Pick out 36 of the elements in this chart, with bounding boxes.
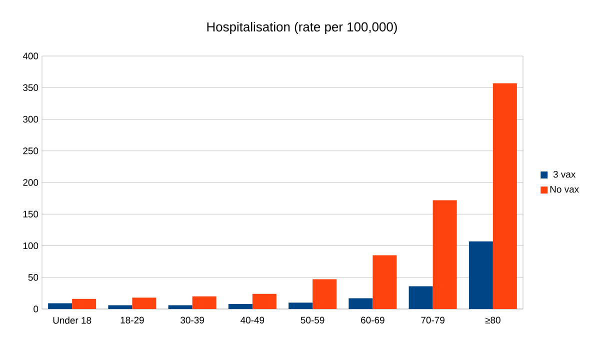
- legend-label: 3 vax: [553, 170, 576, 178]
- legend-label: No vax: [550, 186, 579, 193]
- y-tick-label: 400: [22, 52, 38, 60]
- bar: [348, 298, 373, 309]
- bar: [372, 255, 397, 309]
- y-tick-label: 50: [28, 274, 38, 281]
- bar: [252, 294, 276, 309]
- bar: [432, 200, 457, 309]
- y-tick-label: 100: [23, 242, 38, 250]
- y-tick-label: 200: [23, 179, 38, 186]
- bar: [228, 304, 252, 309]
- x-tick-label: 60-69: [361, 316, 384, 324]
- y-tick-label: 300: [23, 116, 38, 123]
- bar: [288, 302, 313, 309]
- bar: [492, 83, 517, 309]
- chart-title: Hospitalisation (rate per 100,000): [207, 22, 397, 34]
- y-tick-label: 150: [23, 210, 38, 218]
- bar: [408, 286, 433, 309]
- bar: [312, 279, 337, 309]
- x-tick-label: Under 18: [53, 316, 92, 324]
- x-tick-label: ≥80: [485, 316, 500, 324]
- y-tick-label: 250: [23, 148, 38, 154]
- x-tick-label: 30-39: [180, 316, 204, 324]
- bar: [48, 303, 72, 309]
- x-tick-label: 50-59: [300, 316, 324, 324]
- bar: [468, 241, 493, 309]
- bar: [72, 298, 96, 309]
- bar: [168, 305, 192, 309]
- bar: [132, 298, 156, 309]
- y-tick-label: 0: [34, 306, 38, 312]
- bar: [192, 296, 216, 309]
- x-tick-label: 40-49: [240, 316, 264, 324]
- y-tick-label: 350: [23, 84, 38, 91]
- x-tick-label: 70-79: [421, 316, 444, 324]
- x-tick-label: 18-29: [120, 316, 144, 324]
- bar: [108, 305, 132, 309]
